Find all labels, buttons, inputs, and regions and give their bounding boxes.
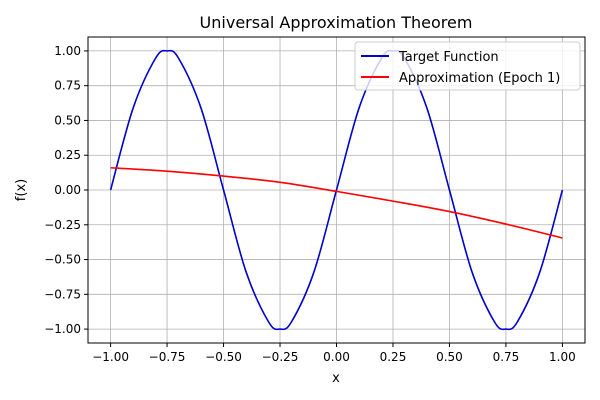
y-tick-label: 0.50 [54, 113, 81, 127]
y-tick-label: −0.50 [44, 253, 81, 267]
x-axis: −1.00 −0.75 −0.50 −0.25 0.00 0.25 0.50 0.75 1.00 [92, 343, 576, 364]
y-tick-label: 0.00 [54, 183, 81, 197]
y-tick-label: −0.75 [44, 287, 81, 301]
x-tick-label: −0.75 [149, 350, 186, 364]
y-axis-label: f(x) [14, 179, 29, 201]
x-tick-label: 0.75 [493, 350, 520, 364]
legend-label-target: Target Function [398, 50, 499, 65]
y-tick-label: 0.75 [54, 79, 81, 93]
legend: Target Function Approximation (Epoch 1) [354, 41, 581, 91]
series-layer [109, 49, 564, 331]
approximation-line [110, 166, 563, 239]
y-axis: −1.00 −0.75 −0.50 −0.25 0.00 0.25 0.50 0.75 1.00 [44, 44, 88, 336]
x-tick-label: −0.25 [262, 350, 299, 364]
x-axis-label: x [332, 371, 340, 386]
y-tick-label: 1.00 [54, 44, 81, 58]
x-tick-label: 0.25 [380, 350, 407, 364]
x-tick-label: −0.50 [205, 350, 242, 364]
x-tick-label: −1.00 [92, 350, 129, 364]
y-tick-label: 0.25 [54, 148, 81, 162]
legend-label-approximation: Approximation (Epoch 1) [399, 71, 560, 86]
x-tick-label: 1.00 [549, 350, 576, 364]
y-tick-label: −1.00 [44, 322, 81, 336]
chart-title: Universal Approximation Theorem [200, 13, 473, 32]
x-tick-label: 0.50 [436, 350, 463, 364]
x-tick-label: 0.00 [323, 350, 350, 364]
y-tick-label: −0.25 [44, 218, 81, 232]
legend-box [354, 41, 581, 91]
target-function-line [109, 49, 564, 331]
